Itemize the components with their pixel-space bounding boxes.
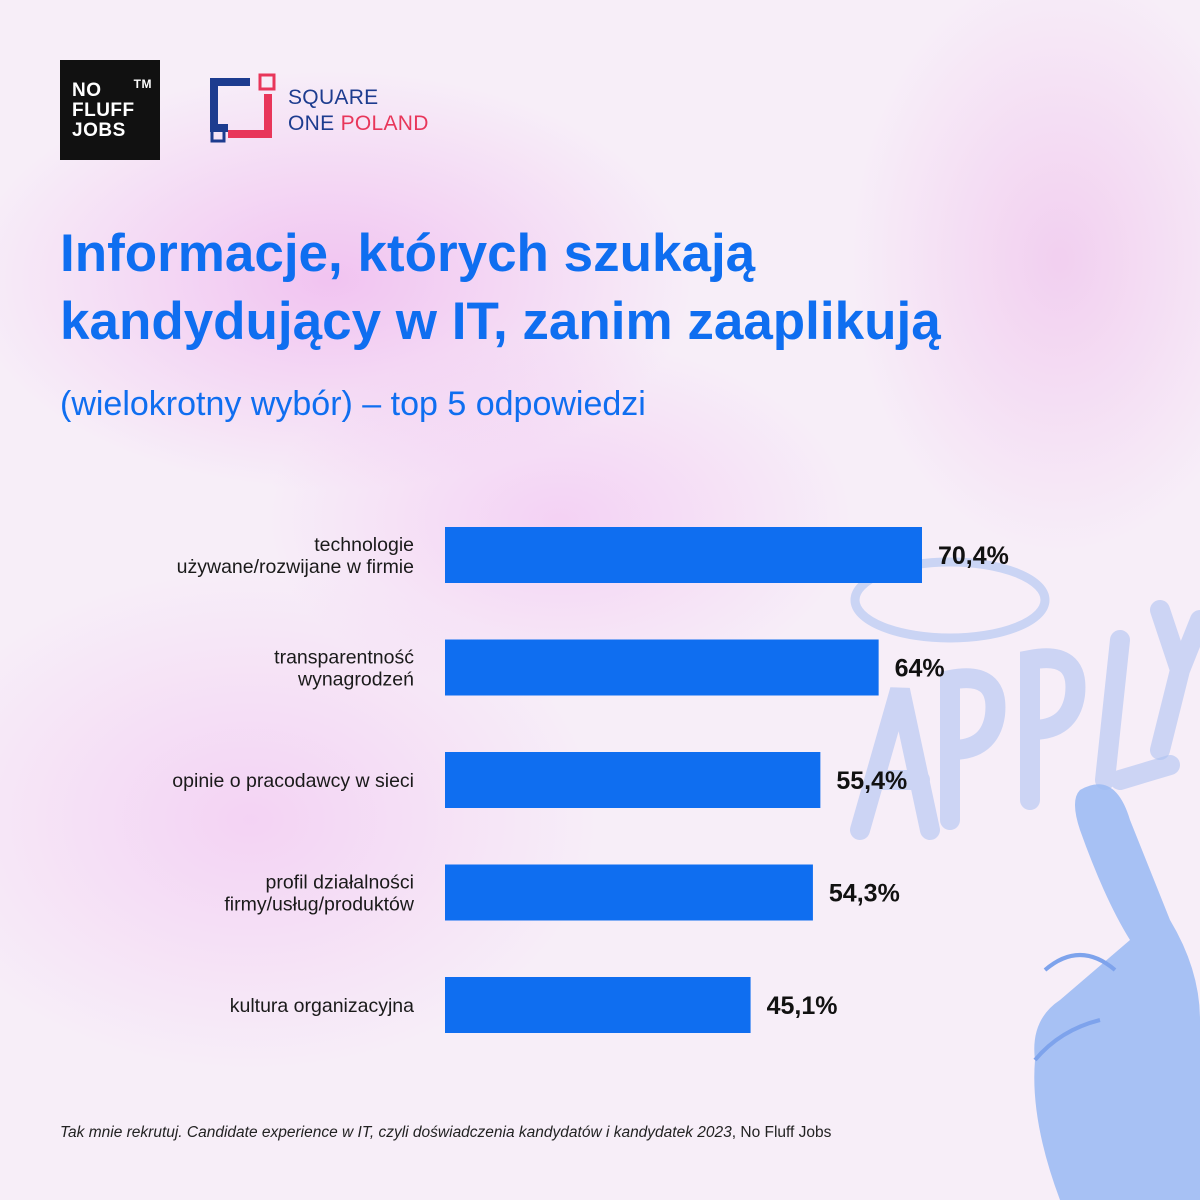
page-subtitle: (wielokrotny wybór) – top 5 odpowiedzi bbox=[60, 385, 646, 423]
squareone-poland-logo: SQUARE ONE POLAND bbox=[210, 72, 450, 144]
bar-2 bbox=[445, 639, 879, 696]
trademark-mark: TM bbox=[133, 77, 152, 91]
category-label-5-line-1: kultura organizacyjna bbox=[230, 995, 414, 1017]
page-title: Informacje, których szukają kandydujący … bbox=[60, 220, 1170, 356]
logo-line-1: NO bbox=[72, 80, 102, 101]
category-label-3-line-1: opinie o pracodawcy w sieci bbox=[172, 770, 414, 792]
logo-line-2: FLUFF bbox=[72, 100, 135, 121]
squareone-word-poland: POLAND bbox=[340, 112, 429, 135]
source-plain: , No Fluff Jobs bbox=[731, 1124, 832, 1141]
value-label-4: 54,3% bbox=[829, 880, 900, 908]
value-label-2: 64% bbox=[895, 655, 945, 683]
category-label-4-line-1: profil działalności bbox=[266, 872, 415, 894]
squareone-word-2: ONE POLAND bbox=[288, 112, 429, 136]
logo-line-3: JOBS bbox=[72, 120, 126, 141]
bar-3 bbox=[445, 752, 821, 808]
category-label-1-line-2: używane/rozwijane w firmie bbox=[177, 556, 414, 578]
category-label-2-line-1: transparentność bbox=[274, 647, 414, 669]
nofluffjobs-logo: TM NO FLUFF JOBS bbox=[60, 60, 160, 160]
title-line-2: kandydujący w IT, zanim zaaplikują bbox=[60, 292, 941, 351]
value-label-1: 70,4% bbox=[938, 542, 1009, 570]
bar-1 bbox=[445, 527, 922, 583]
source-note: Tak mnie rekrutuj. Candidate experience … bbox=[60, 1124, 831, 1142]
bar-4 bbox=[445, 864, 813, 921]
bar-5 bbox=[445, 977, 751, 1033]
category-label-1-line-1: technologie bbox=[314, 534, 414, 556]
squareone-word-1: SQUARE bbox=[288, 86, 379, 109]
source-italic: Tak mnie rekrutuj. Candidate experience … bbox=[60, 1124, 732, 1141]
title-line-1: Informacje, których szukają bbox=[60, 224, 756, 283]
value-label-5: 45,1% bbox=[767, 992, 838, 1020]
value-label-3: 55,4% bbox=[836, 767, 907, 795]
squareone-word-one: ONE bbox=[288, 112, 335, 135]
category-label-4-line-2: firmy/usług/produktów bbox=[224, 894, 415, 916]
squareone-mark-icon bbox=[210, 73, 276, 143]
category-label-2-line-2: wynagrodzeń bbox=[297, 669, 414, 691]
